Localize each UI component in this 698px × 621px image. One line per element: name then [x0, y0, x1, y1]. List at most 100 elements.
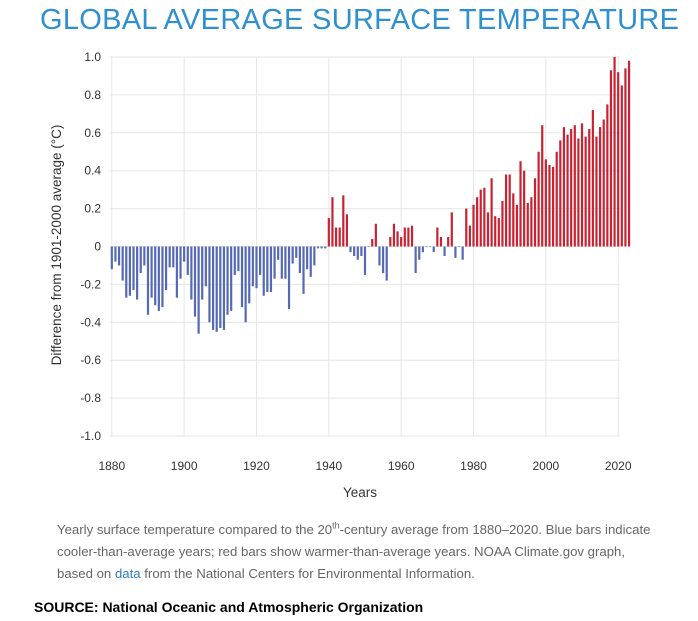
- bar-1945: [345, 214, 349, 247]
- bar-1972: [443, 246, 446, 256]
- bar-1986: [494, 216, 497, 247]
- bar-1937: [316, 246, 320, 249]
- y-tick-label: 0.2: [84, 202, 101, 216]
- bar-1979: [468, 225, 471, 247]
- bar-2005: [562, 127, 566, 247]
- y-tick-label: 0.4: [84, 164, 101, 178]
- bar-1991: [512, 193, 515, 247]
- bar-1899: [179, 246, 182, 279]
- bar-1995: [526, 202, 529, 247]
- bar-1915: [237, 246, 240, 272]
- bar-2006: [566, 134, 569, 247]
- bar-1987: [497, 218, 500, 247]
- chart-title: GLOBAL AVERAGE SURFACE TEMPERATURE: [40, 4, 680, 36]
- bar-1880: [110, 246, 113, 270]
- bar-2013: [591, 110, 594, 247]
- bar-1963: [410, 225, 414, 247]
- bar-1962: [407, 227, 410, 247]
- bar-1985: [490, 178, 493, 247]
- bar-1966: [421, 246, 424, 253]
- bar-1916: [240, 246, 244, 308]
- caption-superscript: th: [332, 520, 340, 531]
- bar-1917: [244, 246, 247, 323]
- bar-1958: [392, 223, 396, 247]
- bar-2001: [548, 165, 551, 247]
- bar-1948: [356, 246, 359, 260]
- caption-text-3: from the National Centers for Environmen…: [140, 566, 475, 581]
- caption-text-1: Yearly surface temperature compared to t…: [57, 522, 333, 537]
- bar-1936: [313, 246, 316, 266]
- bar-1909: [215, 246, 218, 332]
- bar-2008: [573, 125, 576, 247]
- bar-2004: [559, 140, 562, 247]
- bar-2000: [544, 159, 547, 247]
- bar-1934: [306, 246, 309, 270]
- bar-1943: [338, 227, 341, 247]
- bar-1951: [367, 246, 370, 248]
- bar-1929: [287, 246, 291, 310]
- bar-2010: [580, 123, 584, 247]
- bar-1881: [114, 246, 117, 262]
- x-axis-label: Years: [343, 485, 377, 500]
- bar-2007: [570, 129, 573, 247]
- y-axis-label: Difference from 1901-2000 average (°C): [49, 125, 64, 366]
- bar-1898: [175, 246, 179, 298]
- y-tick-label: -1.0: [80, 429, 101, 443]
- bar-1933: [302, 246, 305, 294]
- bar-2018: [609, 70, 613, 247]
- data-link[interactable]: data: [114, 566, 141, 581]
- bar-1920: [255, 246, 258, 289]
- bar-1896: [168, 246, 171, 268]
- bar-1910: [219, 246, 222, 328]
- bar-1903: [193, 246, 197, 317]
- x-tick-label: 1980: [460, 459, 487, 473]
- bar-1905: [201, 246, 204, 300]
- x-tick-labels: 1880 1900 1920 1940 1960 1980 2000 2020: [98, 459, 631, 473]
- bar-1908: [211, 246, 215, 330]
- bar-2020: [617, 72, 620, 247]
- bar-2019: [613, 57, 616, 247]
- bar-1893: [157, 246, 160, 311]
- bar-1998: [537, 151, 540, 247]
- bar-2015: [599, 127, 602, 247]
- bar-1882: [117, 246, 121, 266]
- bar-1964: [414, 246, 417, 274]
- x-tick-label: 2020: [605, 459, 632, 473]
- bar-1932: [298, 246, 301, 274]
- bar-1890: [146, 246, 150, 315]
- bar-1980: [472, 204, 475, 247]
- bar-1944: [342, 195, 345, 247]
- bar-1922: [262, 246, 265, 296]
- bar-2016: [602, 119, 605, 247]
- bar-1888: [139, 246, 142, 274]
- source-credit: SOURCE: National Oceanic and Atmospheric…: [34, 599, 424, 615]
- bar-1993: [519, 161, 522, 247]
- bar-1990: [508, 174, 511, 247]
- bar-1983: [483, 187, 486, 247]
- bar-1968: [429, 246, 432, 248]
- bar-1970: [436, 227, 439, 247]
- y-tick-label: -0.2: [80, 277, 101, 291]
- bar-1928: [284, 246, 287, 279]
- x-tick-label: 2000: [532, 459, 559, 473]
- bar-2002: [551, 166, 555, 247]
- bar-1907: [208, 246, 211, 323]
- data-bars: [110, 57, 631, 334]
- bar-1918: [248, 246, 251, 304]
- y-tick-label: 1.0: [84, 50, 101, 64]
- caption-text-2: -century average from 1880–2020. Blue ba…: [57, 522, 651, 581]
- bar-1900: [183, 246, 186, 262]
- bar-1978: [465, 208, 468, 247]
- bar-1912: [226, 246, 229, 315]
- bar-1961: [403, 227, 406, 247]
- bar-1949: [360, 246, 363, 256]
- bar-1984: [486, 212, 490, 247]
- bar-1941: [331, 197, 334, 247]
- bar-1885: [128, 246, 131, 296]
- bar-1957: [389, 237, 392, 247]
- bar-1952: [371, 238, 374, 247]
- x-tick-label: 1940: [315, 459, 342, 473]
- bar-1894: [161, 246, 164, 308]
- y-tick-label: 0: [94, 240, 101, 254]
- bar-1925: [273, 246, 276, 279]
